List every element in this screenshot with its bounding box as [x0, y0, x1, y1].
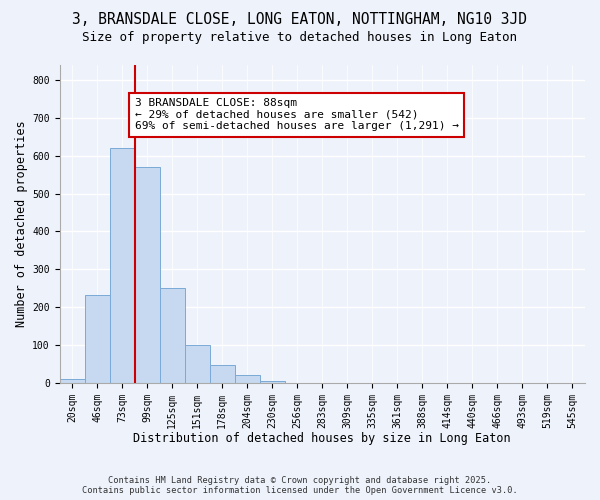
Text: 3, BRANSDALE CLOSE, LONG EATON, NOTTINGHAM, NG10 3JD: 3, BRANSDALE CLOSE, LONG EATON, NOTTINGH…: [73, 12, 527, 28]
Bar: [185, 345, 209, 383]
Text: 3 BRANSDALE CLOSE: 88sqm
← 29% of detached houses are smaller (542)
69% of semi-: 3 BRANSDALE CLOSE: 88sqm ← 29% of detach…: [134, 98, 458, 132]
Bar: [260, 381, 285, 383]
Bar: [134, 167, 160, 383]
Text: Contains HM Land Registry data © Crown copyright and database right 2025.
Contai: Contains HM Land Registry data © Crown c…: [82, 476, 518, 495]
Bar: [209, 365, 235, 383]
Text: Size of property relative to detached houses in Long Eaton: Size of property relative to detached ho…: [83, 31, 517, 44]
Bar: [59, 379, 85, 383]
Bar: [160, 288, 185, 383]
Bar: [235, 374, 260, 383]
Y-axis label: Number of detached properties: Number of detached properties: [15, 120, 28, 327]
X-axis label: Distribution of detached houses by size in Long Eaton: Distribution of detached houses by size …: [133, 432, 511, 445]
Bar: [85, 295, 110, 383]
Bar: [110, 148, 134, 383]
